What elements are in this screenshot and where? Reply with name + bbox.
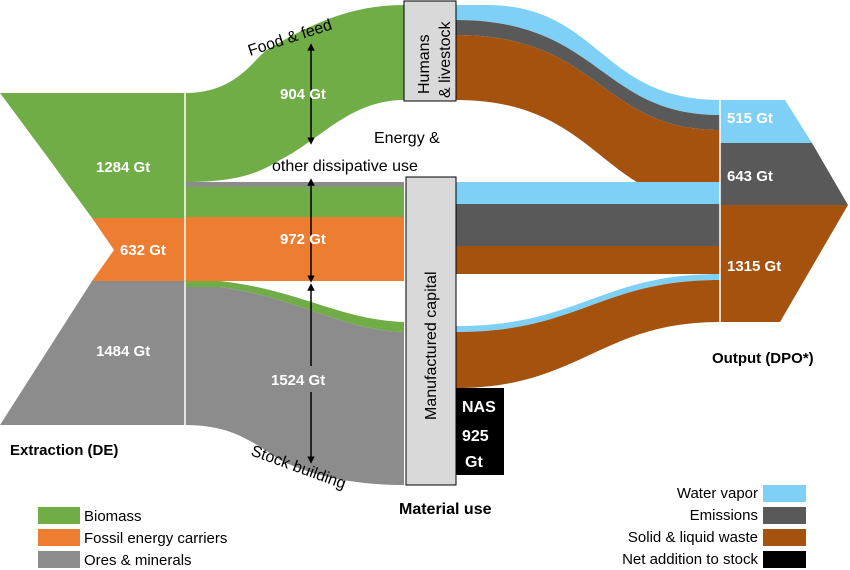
energy-value: 972 Gt	[280, 231, 326, 248]
output-emissions-arrow	[720, 143, 848, 205]
stock-value: 1524 Gt	[271, 372, 325, 389]
extraction-title: Extraction (DE)	[10, 442, 118, 459]
capital-stock-solid-waste-flow	[456, 280, 720, 388]
legend-water-vapor-label: Water vapor	[677, 485, 758, 502]
food-feed-value: 904 Gt	[280, 86, 326, 103]
extraction-biomass-arrow	[0, 93, 185, 218]
legend-ores-label: Ores & minerals	[84, 552, 192, 569]
legend-right: Water vapor Emissions Solid & liquid was…	[622, 485, 806, 568]
capital-stock-water-vapor-flow	[456, 274, 720, 332]
energy-label-line1: Energy &	[374, 130, 440, 147]
food-feed-flow	[185, 5, 404, 182]
legend-biomass-swatch	[38, 507, 80, 524]
output-emissions-value: 643 Gt	[727, 168, 773, 185]
output-solid-waste-value: 1315 Gt	[727, 258, 781, 275]
extraction-ores-arrow	[0, 281, 185, 425]
nas-line3: Gt	[465, 454, 483, 471]
energy-biomass-flow	[185, 187, 404, 217]
legend-fossil-swatch	[38, 529, 80, 546]
stock-value-bg	[266, 366, 356, 392]
manufactured-capital-node	[405, 176, 457, 486]
output-water-vapor-arrow	[720, 100, 812, 143]
energy-fossil-flow	[185, 217, 404, 281]
energy-label-line2: other dissipative use	[272, 158, 418, 175]
humans-water-vapor-flow	[456, 5, 720, 115]
humans-label-line1: Humans	[416, 34, 433, 94]
output-title: Output (DPO*)	[712, 350, 814, 367]
legend-left: Biomass Fossil energy carriers Ores & mi…	[38, 507, 227, 569]
extraction-ores-value: 1484 Gt	[96, 343, 150, 360]
stock-biomass-strip	[185, 281, 404, 332]
material-use-label: Material use	[399, 501, 492, 518]
nas-box	[456, 388, 504, 475]
nas-line1: NAS	[462, 399, 496, 416]
legend-solid-waste-label: Solid & liquid waste	[628, 529, 758, 546]
capital-emissions-flow	[456, 204, 720, 246]
manufactured-capital-label: Manufactured capital	[423, 271, 440, 420]
energy-gray-strip	[185, 182, 404, 187]
capital-water-vapor-flow	[456, 182, 720, 204]
extraction-fossil-arrow	[92, 218, 185, 281]
humans-solid-waste-flow	[456, 35, 720, 205]
humans-label-line2: & livestock	[437, 21, 454, 98]
output-solid-waste-arrow	[720, 205, 848, 322]
legend-water-vapor-swatch	[763, 485, 806, 502]
legend-biomass-label: Biomass	[84, 508, 142, 525]
legend-nas-swatch	[763, 551, 806, 568]
legend-emissions-swatch	[763, 507, 806, 524]
legend-fossil-label: Fossil energy carriers	[84, 530, 227, 547]
extraction-biomass-value: 1284 Gt	[96, 159, 150, 176]
legend-nas-label: Net addition to stock	[622, 551, 758, 568]
humans-emissions-flow	[456, 20, 720, 130]
output-water-vapor-value: 515 Gt	[727, 110, 773, 127]
legend-ores-swatch	[38, 551, 80, 568]
legend-emissions-label: Emissions	[690, 507, 758, 524]
humans-livestock-node	[403, 0, 457, 102]
nas-line2: 925	[462, 428, 489, 445]
capital-solid-waste-flow	[456, 246, 720, 274]
extraction-fossil-value: 632 Gt	[120, 242, 166, 259]
legend-solid-waste-swatch	[763, 529, 806, 546]
